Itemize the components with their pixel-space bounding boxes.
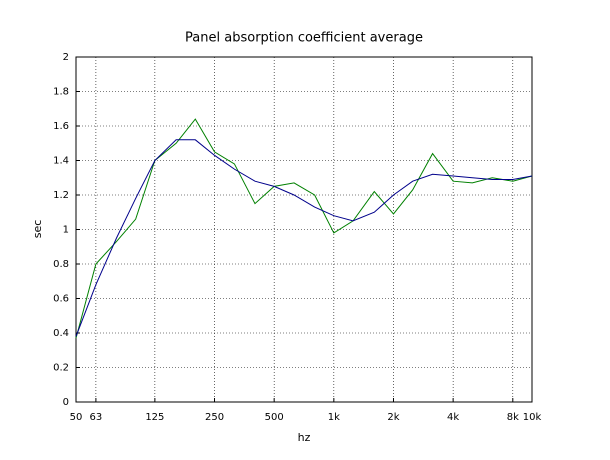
y-tick-label: 2 bbox=[63, 52, 69, 63]
y-tick-label: 1.8 bbox=[53, 87, 69, 98]
y-axis-label: sec bbox=[31, 220, 44, 239]
y-tick-label: 1.4 bbox=[53, 156, 69, 167]
y-tick-label: 0.2 bbox=[53, 363, 69, 374]
x-tick-label: 250 bbox=[205, 412, 224, 423]
x-tick-label: 8k bbox=[507, 412, 519, 423]
y-tick-label: 0 bbox=[63, 397, 69, 408]
x-tick-label: 1k bbox=[328, 412, 340, 423]
chart-title: Panel absorption coefficient average bbox=[185, 31, 423, 46]
x-axis-label: hz bbox=[298, 431, 311, 444]
y-tick-label: 0.8 bbox=[53, 259, 69, 270]
x-tick-label: 4k bbox=[447, 412, 459, 423]
y-tick-label: 0.6 bbox=[53, 294, 69, 305]
x-tick-label: 50 bbox=[70, 412, 83, 423]
x-tick-label: 10k bbox=[523, 412, 542, 423]
x-tick-label: 2k bbox=[387, 412, 399, 423]
y-tick-label: 1.2 bbox=[53, 190, 69, 201]
series-line bbox=[75, 118, 533, 339]
y-tick-label: 1.6 bbox=[53, 121, 69, 132]
plot-frame bbox=[75, 56, 533, 403]
x-tick-label: 63 bbox=[90, 412, 103, 423]
x-tick-label: 500 bbox=[265, 412, 284, 423]
y-tick-label: 1 bbox=[63, 225, 69, 236]
y-tick-label: 0.4 bbox=[53, 328, 69, 339]
series-line bbox=[75, 139, 533, 337]
x-tick-label: 125 bbox=[145, 412, 164, 423]
